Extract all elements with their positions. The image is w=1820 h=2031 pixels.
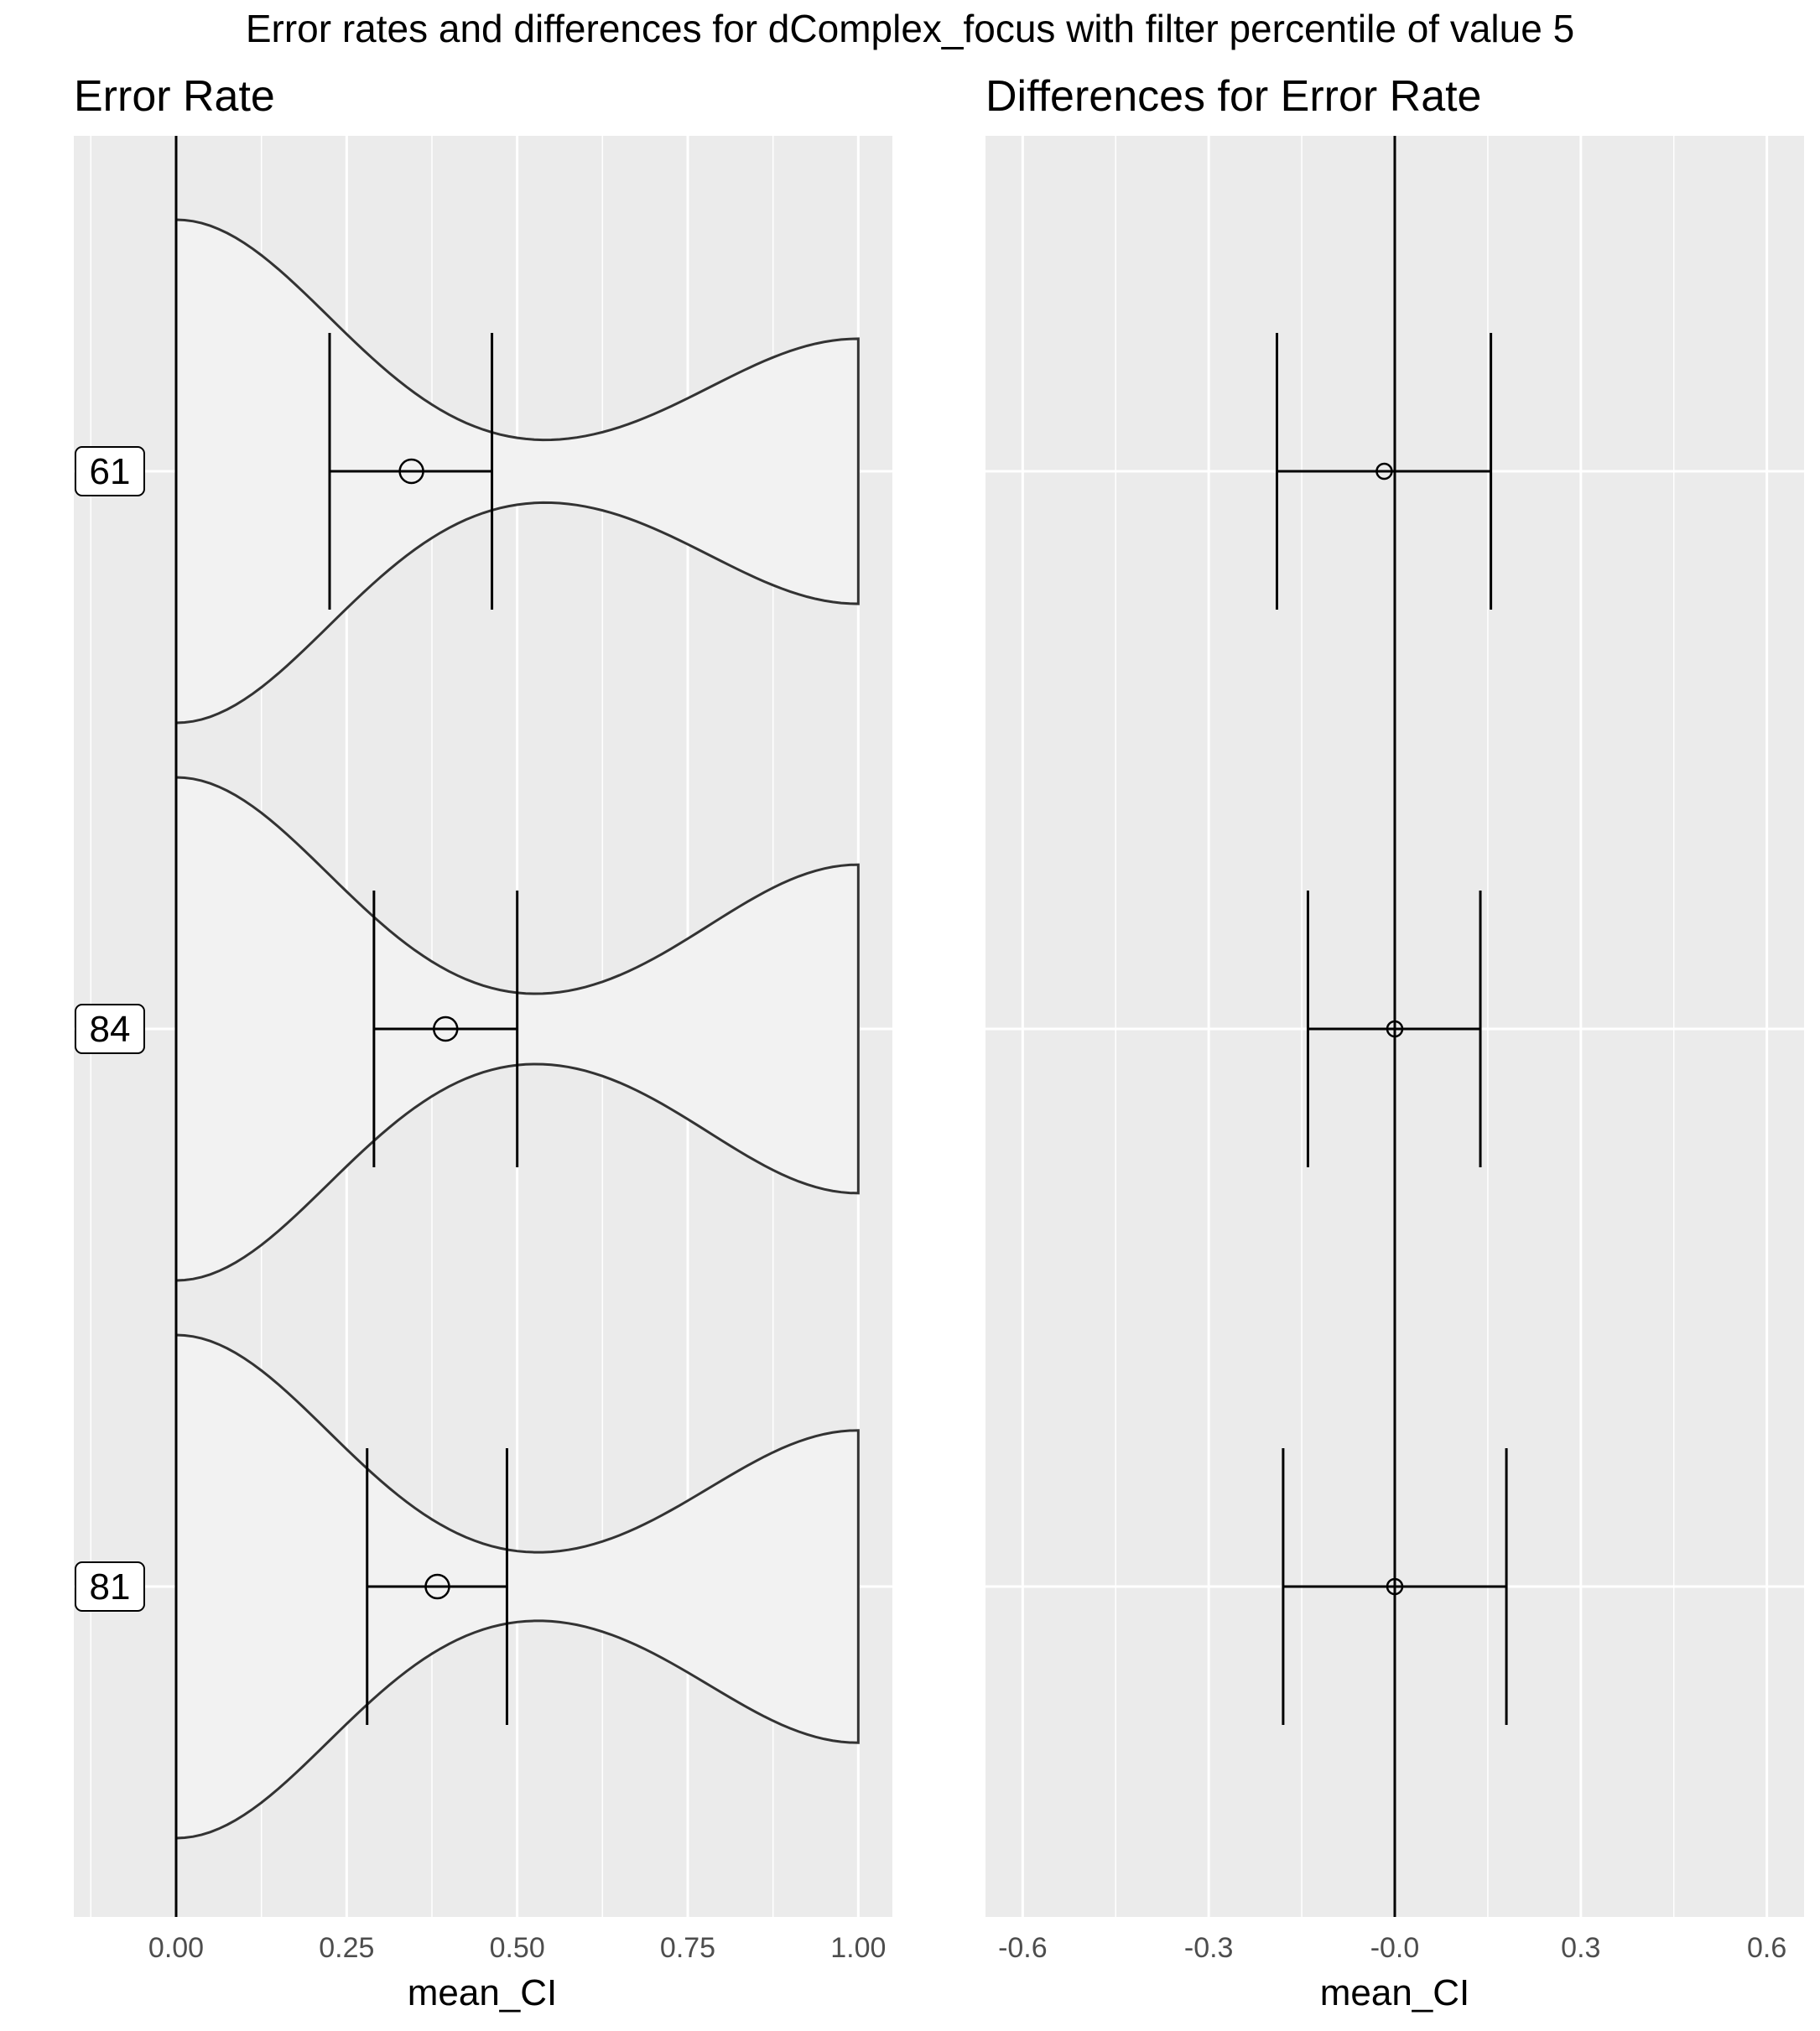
right-x-tick-labels: -0.6 -0.3 -0.0 0.3 0.6 bbox=[998, 1932, 1786, 1964]
group-label-61: 61 bbox=[90, 451, 131, 492]
right-marks bbox=[1276, 136, 1508, 1917]
right-x-tick-label: -0.6 bbox=[998, 1932, 1048, 1964]
left-x-tick-label: 0.75 bbox=[660, 1932, 715, 1964]
group-label-box-81 bbox=[75, 1561, 145, 1612]
right-panel: Differences for Error Rate -0.6 -0.3 -0.0 0… bbox=[928, 72, 1804, 2013]
right-group-61-mean-point bbox=[1375, 462, 1393, 480]
group-label-84: 84 bbox=[90, 1009, 131, 1050]
right-x-tick-label: -0.0 bbox=[1370, 1932, 1420, 1964]
right-x-tick-label: -0.3 bbox=[1184, 1932, 1234, 1964]
figure-title: Error rates and differences for dComplex… bbox=[246, 7, 1574, 50]
left-group-84-mean-point bbox=[433, 1016, 459, 1042]
right-gridlines bbox=[928, 136, 1804, 1917]
left-x-tick-labels: 0.00 0.25 0.50 0.75 1.00 bbox=[148, 1932, 887, 1964]
left-group-81-mean-point bbox=[424, 1573, 450, 1600]
left-panel: Error Rate 0.00 0.25 0.50 0.75 1.00 61 84 81 m… bbox=[74, 72, 944, 2013]
right-group-84-mean-point bbox=[1386, 1020, 1404, 1038]
violin-61 bbox=[174, 218, 860, 725]
violin-81 bbox=[174, 1333, 860, 1840]
right-panel-title: Differences for Error Rate bbox=[985, 72, 1481, 121]
right-x-axis-label: mean_CI bbox=[1320, 1972, 1470, 2013]
left-marks bbox=[174, 136, 519, 1917]
group-label-box-84 bbox=[75, 1004, 145, 1054]
left-x-tick-label: 0.25 bbox=[319, 1932, 374, 1964]
right-x-tick-label: 0.3 bbox=[1561, 1932, 1600, 1964]
right-group-81-mean-point bbox=[1386, 1577, 1404, 1596]
group-label-81: 81 bbox=[90, 1566, 131, 1608]
group-label-box-61 bbox=[75, 446, 145, 496]
left-group-labels: 61 84 81 bbox=[75, 446, 145, 1612]
left-x-tick-label: 0.50 bbox=[490, 1932, 545, 1964]
left-group-61-mean-point bbox=[398, 458, 424, 485]
left-x-tick-label: 0.00 bbox=[148, 1932, 204, 1964]
left-x-axis-label: mean_CI bbox=[408, 1972, 558, 2013]
left-panel-title: Error Rate bbox=[74, 72, 275, 121]
left-x-tick-label: 1.00 bbox=[830, 1932, 886, 1964]
right-x-tick-label: 0.6 bbox=[1747, 1932, 1786, 1964]
